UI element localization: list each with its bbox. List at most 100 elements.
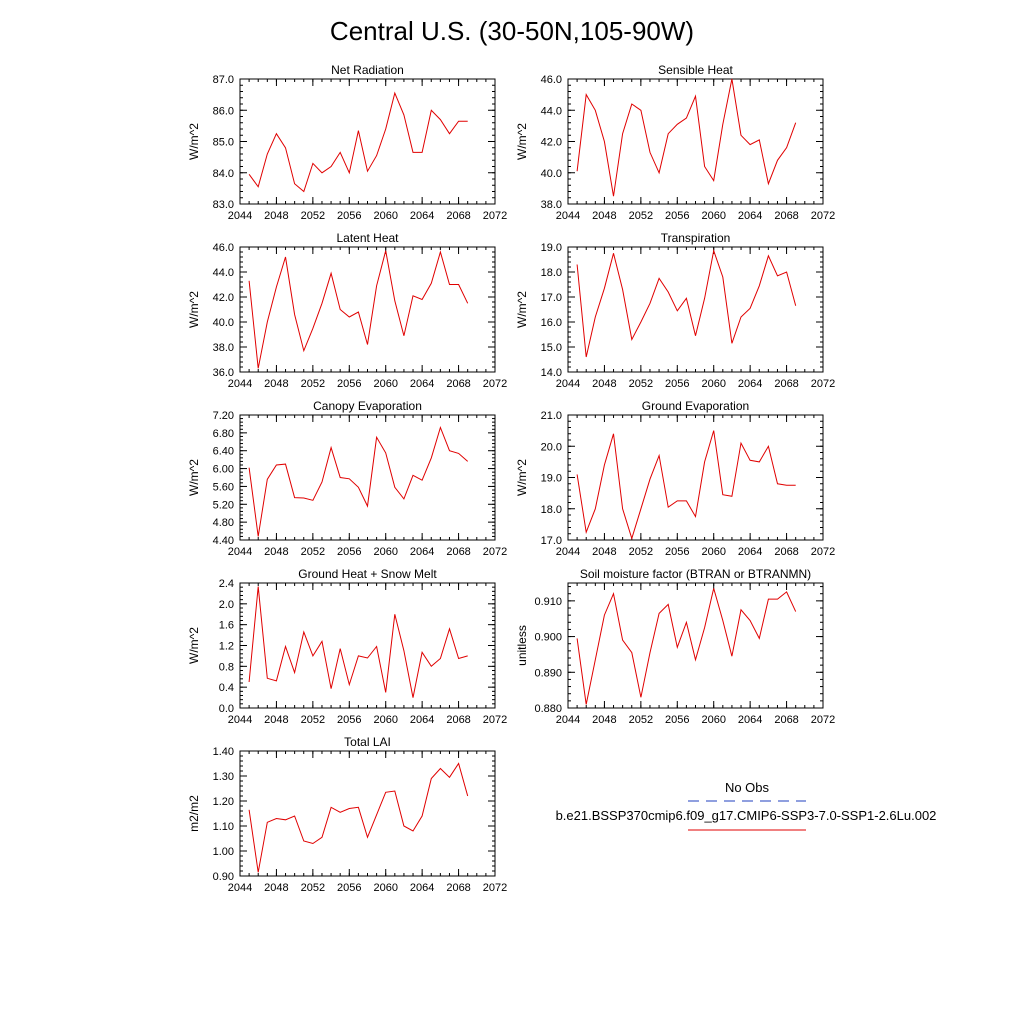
- x-tick-label: 2056: [665, 378, 689, 390]
- series-line: [576, 78, 797, 197]
- x-tick-label: 2048: [264, 546, 288, 558]
- x-tick-label: 2052: [301, 546, 325, 558]
- x-tick-label: 2060: [373, 882, 397, 894]
- x-tick-label: 2060: [373, 546, 397, 558]
- series-line: [576, 248, 797, 358]
- plot-frame: [567, 582, 824, 709]
- x-tick-label: 2060: [701, 378, 725, 390]
- x-tick-label: 2060: [701, 546, 725, 558]
- panel-grid: 2044 2048 2052 2056 2060 2064 2068 2072 83.0 84.0…: [187, 63, 835, 894]
- x-tick-label: 2072: [811, 546, 835, 558]
- y-tick-label: 87.0: [213, 74, 234, 86]
- y-tick-label: 1.10: [213, 821, 234, 833]
- panel-title: Transpiration: [661, 231, 731, 245]
- x-tick-label: 2052: [629, 714, 653, 726]
- x-tick-label: 2052: [301, 882, 325, 894]
- y-axis-label: W/m^2: [515, 123, 529, 160]
- y-tick-label: 1.00: [213, 846, 234, 858]
- plot-frame: [239, 582, 496, 709]
- x-tick-label: 2044: [556, 378, 580, 390]
- y-tick-label: 1.6: [219, 620, 234, 632]
- legend: No Obs b.e21.BSSP370cmip6.f09_g17.CMIP6-…: [556, 780, 937, 831]
- x-tick-label: 2068: [774, 546, 798, 558]
- x-tick-label: 2048: [264, 210, 288, 222]
- x-tick-label: 2060: [373, 378, 397, 390]
- y-tick-label: 17.0: [541, 535, 562, 547]
- plot-frame: [239, 750, 496, 877]
- x-tick-label: 2064: [410, 210, 434, 222]
- x-tick-label: 2068: [446, 210, 470, 222]
- x-tick-label: 2072: [483, 882, 507, 894]
- x-tick-label: 2056: [337, 210, 361, 222]
- y-axis-label: W/m^2: [187, 627, 201, 664]
- x-tick-label: 2068: [774, 378, 798, 390]
- y-tick-label: 0.900: [534, 632, 562, 644]
- y-tick-label: 38.0: [541, 199, 562, 211]
- y-tick-label: 18.0: [541, 267, 562, 279]
- y-tick-label: 4.80: [213, 517, 234, 529]
- x-tick-label: 2056: [337, 714, 361, 726]
- x-tick-label: 2044: [228, 378, 252, 390]
- plot-frame: [239, 246, 496, 373]
- x-tick-label: 2072: [811, 714, 835, 726]
- plot-frame: [239, 78, 496, 205]
- plot-frame: [239, 414, 496, 541]
- x-tick-label: 2048: [592, 210, 616, 222]
- x-tick-label: 2064: [738, 210, 762, 222]
- chart-panel: 2044 2048 2052 2056 2060 2064 2068 2072 4.40 4.80…: [187, 399, 507, 558]
- x-tick-label: 2044: [228, 714, 252, 726]
- y-tick-label: 42.0: [541, 137, 562, 149]
- x-tick-label: 2068: [774, 210, 798, 222]
- x-tick-label: 2068: [446, 882, 470, 894]
- series-line: [576, 588, 797, 705]
- x-tick-label: 2068: [446, 378, 470, 390]
- y-tick-label: 5.20: [213, 499, 234, 511]
- panel-title: Sensible Heat: [658, 63, 733, 77]
- y-tick-label: 44.0: [213, 267, 234, 279]
- y-tick-label: 6.40: [213, 446, 234, 458]
- plot-frame: [567, 414, 824, 541]
- legend-label-obs: No Obs: [725, 780, 770, 795]
- x-tick-label: 2048: [264, 714, 288, 726]
- y-tick-label: 2.4: [219, 578, 234, 590]
- y-tick-label: 46.0: [541, 74, 562, 86]
- x-tick-label: 2060: [701, 210, 725, 222]
- x-tick-label: 2052: [301, 210, 325, 222]
- panel-title: Ground Heat + Snow Melt: [298, 567, 437, 581]
- y-tick-label: 0.890: [534, 667, 562, 679]
- y-tick-label: 4.40: [213, 535, 234, 547]
- panel-title: Net Radiation: [331, 63, 404, 77]
- y-tick-label: 85.0: [213, 137, 234, 149]
- y-tick-label: 7.20: [213, 410, 234, 422]
- series-line: [248, 762, 469, 873]
- y-tick-label: 0.910: [534, 596, 562, 608]
- chart-panel: 2044 2048 2052 2056 2060 2064 2068 2072 14.0 15.0…: [515, 231, 835, 390]
- y-tick-label: 84.0: [213, 168, 234, 180]
- y-tick-label: 40.0: [541, 168, 562, 180]
- y-axis-label: W/m^2: [187, 291, 201, 328]
- x-tick-label: 2060: [373, 210, 397, 222]
- x-tick-label: 2068: [774, 714, 798, 726]
- x-tick-label: 2060: [701, 714, 725, 726]
- x-tick-label: 2072: [483, 714, 507, 726]
- y-tick-label: 19.0: [541, 473, 562, 485]
- chart-panel: 2044 2048 2052 2056 2060 2064 2068 2072 0.0 0.4 0.…: [187, 567, 507, 726]
- y-axis-label: W/m^2: [187, 459, 201, 496]
- y-axis-label: W/m^2: [515, 291, 529, 328]
- x-tick-label: 2064: [738, 714, 762, 726]
- x-tick-label: 2056: [337, 882, 361, 894]
- x-tick-label: 2072: [483, 210, 507, 222]
- legend-label-model: b.e21.BSSP370cmip6.f09_g17.CMIP6-SSP3-7.…: [556, 808, 937, 823]
- y-axis-label: m2/m2: [187, 795, 201, 832]
- series-line: [248, 425, 469, 537]
- y-tick-label: 0.0: [219, 703, 234, 715]
- x-tick-label: 2064: [738, 546, 762, 558]
- x-tick-label: 2072: [483, 378, 507, 390]
- x-tick-label: 2064: [738, 378, 762, 390]
- y-axis-label: W/m^2: [515, 459, 529, 496]
- x-tick-label: 2060: [373, 714, 397, 726]
- x-tick-label: 2064: [410, 882, 434, 894]
- x-tick-label: 2044: [228, 546, 252, 558]
- x-tick-label: 2064: [410, 546, 434, 558]
